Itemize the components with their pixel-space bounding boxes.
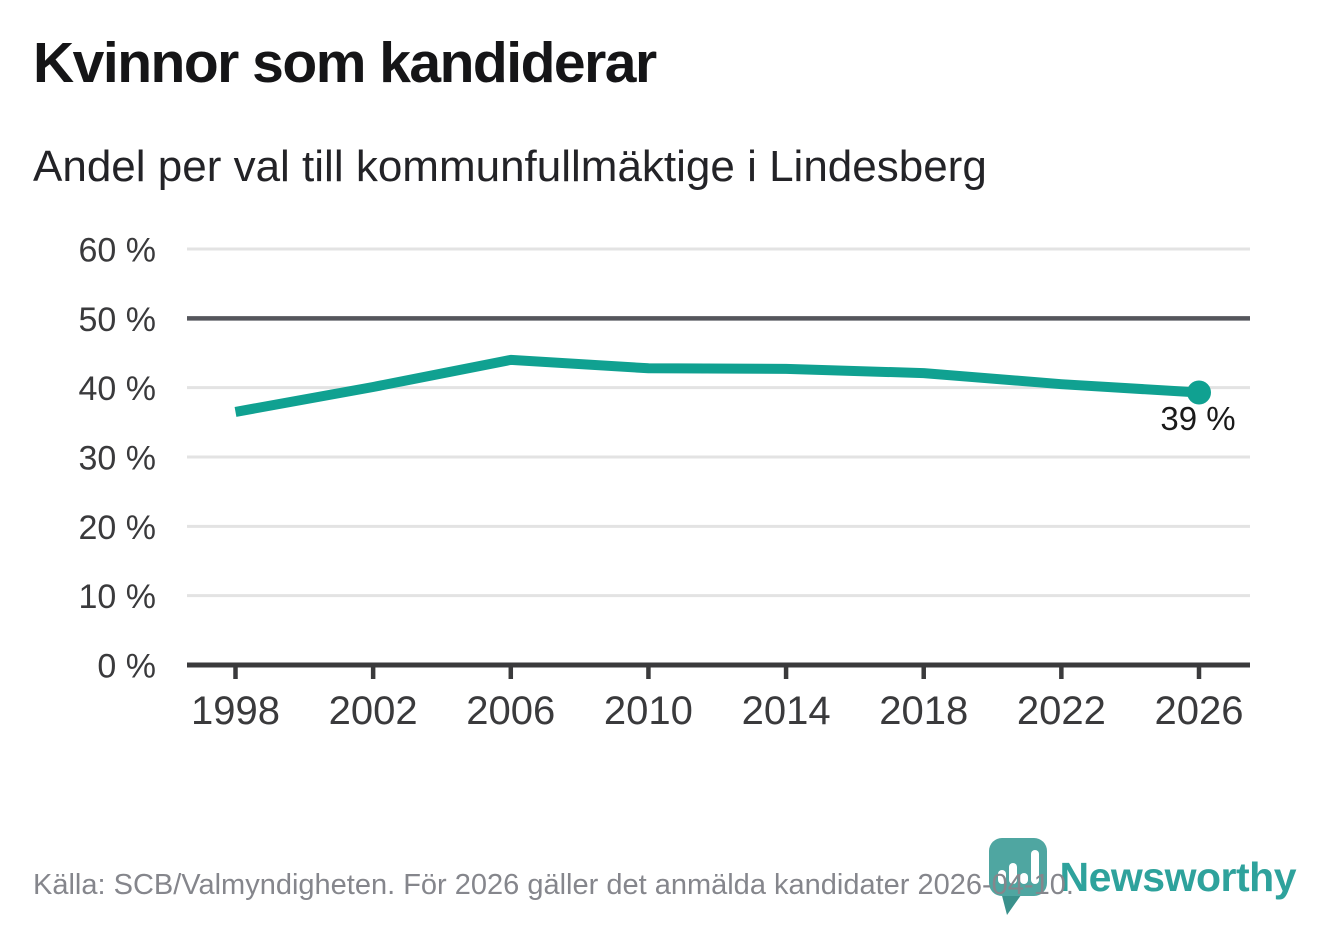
source-note: Källa: SCB/Valmyndigheten. För 2026 gäll… [33,869,1074,901]
x-tick-label: 2002 [329,689,418,733]
end-point-label: 39 % [1160,400,1235,437]
bar-1 [997,870,1006,884]
x-tick-label: 2018 [879,689,968,733]
y-tick-label: 60 % [79,232,157,270]
chart-title: Kvinnor som kandiderar [33,31,657,95]
bar-4 [1030,850,1039,884]
y-tick-label: 40 % [79,370,157,408]
x-tick-label: 2026 [1155,689,1244,733]
y-tick-label: 20 % [79,509,157,547]
y-tick-label: 0 % [97,648,156,686]
y-tick-label: 30 % [79,440,157,478]
bar-chart-bubble-icon [988,838,1047,915]
brand-wordmark: Newsworthy [1059,853,1297,900]
y-tick-label: 10 % [79,578,157,616]
x-tick-label: 2006 [466,689,555,733]
y-tick-label: 50 % [79,301,157,339]
chart-subtitle: Andel per val till kommunfullmäktige i L… [33,142,987,191]
end-point-dot [1187,380,1211,405]
x-tick-label: 2022 [1017,689,1106,733]
x-tick-label: 2014 [742,689,831,733]
x-tick-label: 1998 [191,689,280,733]
bar-2 [1008,863,1017,884]
newsworthy-logo: Newsworthy [988,838,1297,916]
bar-3 [1019,873,1028,884]
x-tick-label: 2010 [604,689,693,733]
data-line [234,354,1200,417]
